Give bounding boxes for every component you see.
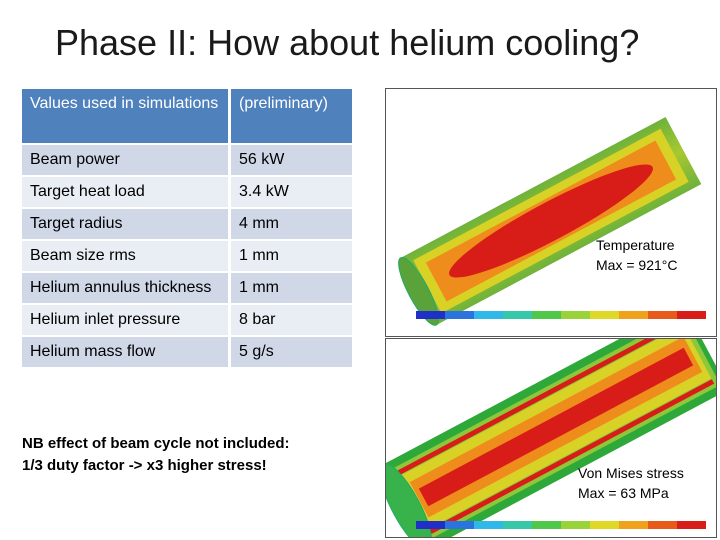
table-header-row: Values used in simulations (preliminary) xyxy=(22,89,352,143)
table-row: Target radius 4 mm xyxy=(22,209,352,239)
temperature-simulation-image: Temperature Max = 921°C xyxy=(385,88,717,337)
row-value: 5 g/s xyxy=(231,337,352,367)
stress-color-legend xyxy=(416,521,706,529)
note-line-1: NB effect of beam cycle not included: xyxy=(22,435,290,452)
row-value: 8 bar xyxy=(231,305,352,335)
stress-label: Von Mises stress Max = 63 MPa xyxy=(578,463,684,503)
temperature-contour-plot xyxy=(398,117,706,326)
note-line-2: 1/3 duty factor -> x3 higher stress! xyxy=(22,457,267,474)
row-label: Helium inlet pressure xyxy=(22,305,231,335)
stress-simulation-image: Von Mises stress Max = 63 MPa xyxy=(385,338,717,538)
temperature-color-legend xyxy=(416,311,706,319)
slide-title: Phase II: How about helium cooling? xyxy=(55,22,640,63)
table-row: Helium annulus thickness 1 mm xyxy=(22,273,352,303)
row-label: Helium mass flow xyxy=(22,337,231,367)
temperature-label: Temperature Max = 921°C xyxy=(596,235,677,275)
row-value: 3.4 kW xyxy=(231,177,352,207)
row-value: 4 mm xyxy=(231,209,352,239)
row-label: Beam size rms xyxy=(22,241,231,271)
table-row: Helium mass flow 5 g/s xyxy=(22,337,352,367)
table-header-label: Values used in simulations xyxy=(22,89,231,143)
stress-contour-plot xyxy=(386,339,716,537)
table-row: Beam size rms 1 mm xyxy=(22,241,352,271)
row-value: 1 mm xyxy=(231,241,352,271)
table-row: Beam power 56 kW xyxy=(22,145,352,175)
stress-label-title: Von Mises stress xyxy=(578,465,684,481)
row-value: 56 kW xyxy=(231,145,352,175)
duty-factor-note: NB effect of beam cycle not included: 1/… xyxy=(22,433,352,477)
table-row: Target heat load 3.4 kW xyxy=(22,177,352,207)
simulation-parameters-table: Values used in simulations (preliminary)… xyxy=(22,87,352,369)
temperature-max-value: Max = 921°C xyxy=(596,257,678,273)
table-row: Helium inlet pressure 8 bar xyxy=(22,305,352,335)
row-label: Helium annulus thickness xyxy=(22,273,231,303)
table-header-value: (preliminary) xyxy=(231,89,352,143)
row-label: Target heat load xyxy=(22,177,231,207)
row-label: Target radius xyxy=(22,209,231,239)
temperature-label-title: Temperature xyxy=(596,237,675,253)
stress-max-value: Max = 63 MPa xyxy=(578,485,669,501)
row-label: Beam power xyxy=(22,145,231,175)
row-value: 1 mm xyxy=(231,273,352,303)
